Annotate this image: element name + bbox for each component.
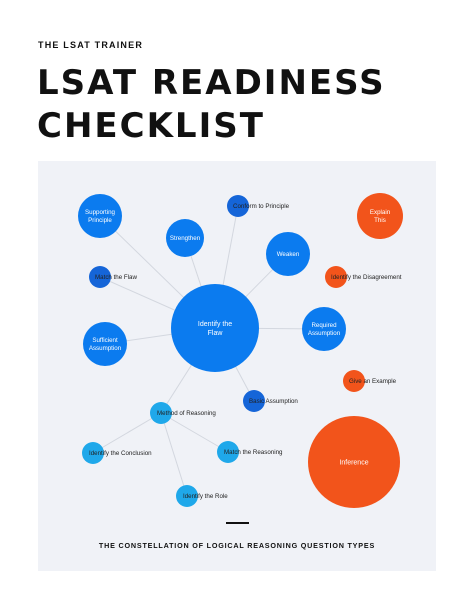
node-identify-the-disagreement: Identify the Disagreement: [325, 266, 402, 288]
node-method-of-reasoning: Method of Reasoning: [150, 402, 216, 424]
node-label-identify-the-disagreement: Identify the Disagreement: [331, 274, 402, 281]
title-line-2: CHECKLIST: [37, 106, 265, 146]
node-circle-identify-the-disagreement: [325, 266, 347, 288]
title-line-1: LSAT READINESS: [37, 63, 386, 103]
node-label-supporting-principle: Supporting Principle: [85, 209, 115, 224]
node-circle-match-the-flaw: [89, 266, 111, 288]
node-circle-method-of-reasoning: [150, 402, 172, 424]
page-title: LSAT READINESS CHECKLIST: [37, 62, 386, 148]
node-explain-this: Explain This: [357, 193, 403, 239]
node-circle-inference: [308, 416, 400, 508]
node-circle-conform-to-principle: [227, 195, 249, 217]
node-circle-give-an-example: [343, 370, 365, 392]
node-circle-explain-this: [357, 193, 403, 239]
node-circle-basic-assumption: [243, 390, 265, 412]
edge-method-of-reasoning-to-identify-the-conclusion: [92, 412, 162, 454]
node-supporting-principle: Supporting Principle: [78, 194, 122, 238]
node-strengthen: Strengthen: [166, 219, 204, 257]
constellation-panel: Supporting Principle Strengthen Conform to …: [38, 161, 436, 571]
node-circle-required-assumption: [302, 307, 346, 351]
node-circle-sufficient-assumption: [83, 322, 127, 366]
node-circle-weaken: [266, 232, 310, 276]
edge-method-of-reasoning-to-identify-the-role: [160, 412, 188, 497]
edge-method-of-reasoning-to-match-the-reasoning: [160, 412, 229, 453]
node-label-explain-this: Explain This: [370, 209, 391, 224]
node-identify-the-conclusion: Identify the Conclusion: [82, 442, 152, 464]
node-label-basic-assumption: Basic Assumption: [249, 398, 298, 405]
node-label-give-an-example: Give an Example: [349, 378, 397, 385]
node-circle-match-the-reasoning: [217, 441, 239, 463]
brand-label: THE LSAT TRAINER: [38, 40, 144, 50]
node-label-weaken: Weaken: [277, 251, 300, 258]
node-label-method-of-reasoning: Method of Reasoning: [157, 410, 216, 417]
node-weaken: Weaken: [266, 232, 310, 276]
node-match-the-reasoning: Match the Reasoning: [217, 441, 283, 463]
node-label-inference: Inference: [339, 459, 368, 466]
node-sufficient-assumption: Sufficient Assumption: [83, 322, 127, 366]
node-identify-the-flaw: Identify the Flaw: [171, 284, 259, 372]
node-label-identify-the-flaw: Identify the Flaw: [198, 321, 232, 337]
node-label-match-the-flaw: Match the Flaw: [95, 274, 137, 281]
caption-divider: [226, 522, 249, 524]
constellation-diagram: Supporting Principle Strengthen Conform to …: [78, 193, 403, 508]
node-basic-assumption: Basic Assumption: [243, 390, 298, 412]
node-required-assumption: Required Assumption: [302, 307, 346, 351]
node-label-sufficient-assumption: Sufficient Assumption: [89, 337, 122, 352]
node-identify-the-role: Identify the Role: [176, 485, 228, 507]
node-label-identify-the-role: Identify the Role: [183, 493, 228, 500]
node-circle-identify-the-flaw: [171, 284, 259, 372]
diagram-caption: THE CONSTELLATION OF LOGICAL REASONING Q…: [98, 541, 376, 550]
node-circle-strengthen: [166, 219, 204, 257]
node-conform-to-principle: Conform to Principle: [227, 195, 290, 217]
node-label-identify-the-conclusion: Identify the Conclusion: [89, 450, 152, 457]
node-inference: Inference: [308, 416, 400, 508]
node-circle-identify-the-conclusion: [82, 442, 104, 464]
node-give-an-example: Give an Example: [343, 370, 397, 392]
node-match-the-flaw: Match the Flaw: [89, 266, 137, 288]
node-circle-identify-the-role: [176, 485, 198, 507]
node-label-match-the-reasoning: Match the Reasoning: [224, 449, 283, 456]
nodes-layer: Supporting Principle Strengthen Conform to …: [78, 193, 403, 508]
node-label-required-assumption: Required Assumption: [308, 322, 341, 337]
node-circle-supporting-principle: [78, 194, 122, 238]
node-label-strengthen: Strengthen: [170, 235, 201, 242]
node-label-conform-to-principle: Conform to Principle: [233, 203, 290, 210]
